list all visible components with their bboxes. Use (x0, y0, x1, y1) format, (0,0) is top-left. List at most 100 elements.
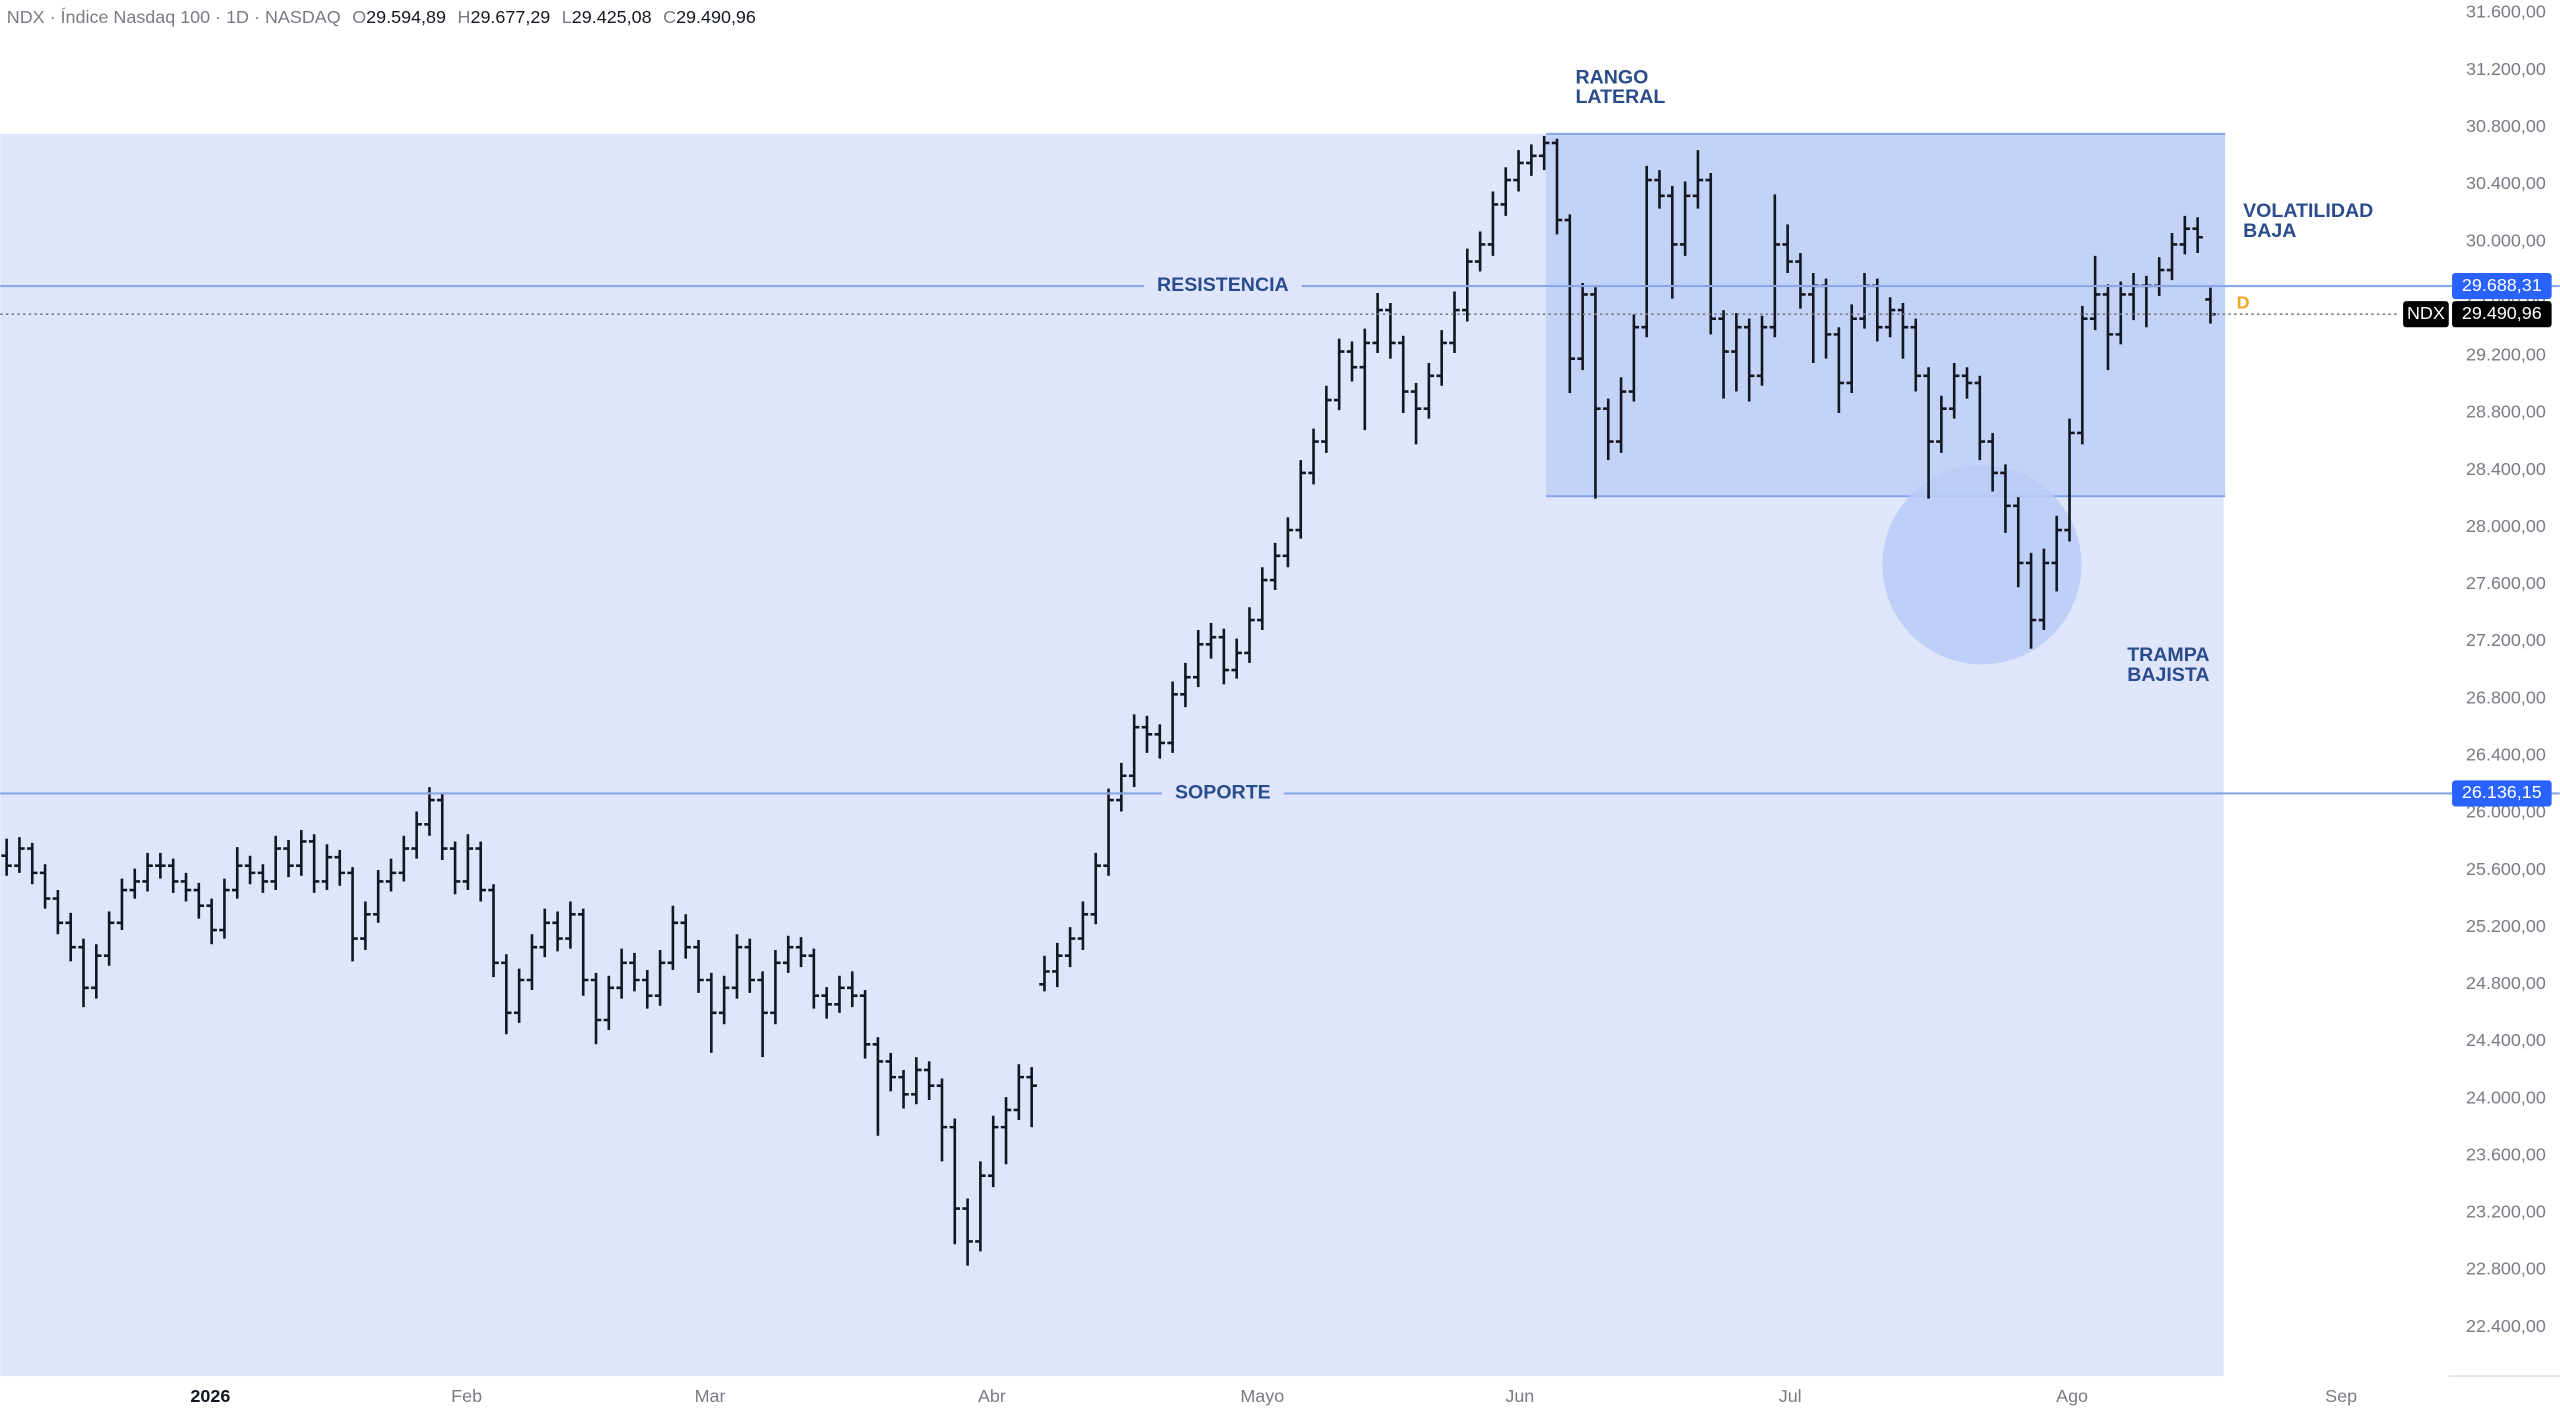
x-tick-label: Sep (2325, 1386, 2357, 1406)
ohlc-bar (2077, 305, 2088, 445)
ohlc-bar (1282, 517, 1294, 568)
ohlc-bar (1218, 628, 1230, 685)
y-tick-label: 28.400,00 (2466, 459, 2546, 479)
ohlc-bar (693, 940, 704, 993)
ohlc-key: O (352, 7, 366, 27)
annotation-line: BAJISTA (2127, 664, 2209, 686)
marker: D (2237, 292, 2250, 312)
last-price-box (2452, 301, 2552, 328)
ohlc-bar (167, 858, 179, 893)
ohlc-bar (1961, 367, 1973, 399)
ohlc-bar (770, 950, 781, 1025)
annotation-line: LATERAL (1575, 86, 1665, 108)
ohlc-bar (667, 905, 679, 971)
ohlc-bar (1500, 167, 1511, 216)
ohlc-bar (1321, 385, 1332, 453)
ohlc-bar (1359, 328, 1371, 431)
ohlc-bar (1667, 185, 1678, 299)
ohlc-bar (283, 840, 294, 878)
ohlc-bar (565, 901, 576, 949)
ohlc-bar (513, 968, 525, 1023)
y-tick-label: 31.600,00 (2466, 2, 2546, 22)
annotation-line: VOLATILIDAD (2243, 200, 2373, 222)
ohlc-bar (847, 971, 858, 1008)
ohlc-bar (1526, 144, 1537, 176)
ohlc-bar (462, 834, 474, 891)
x-tick-label: 2026 (190, 1386, 230, 1406)
ohlc-bar (1718, 310, 1729, 399)
x-tick-label: Feb (451, 1386, 482, 1406)
ohlc-bar (1077, 901, 1089, 951)
ohlc-bar (206, 898, 217, 945)
ohlc-bar (706, 972, 717, 1053)
ohlc-bar (1590, 287, 1601, 499)
ohlc-bar (1564, 214, 1576, 393)
ohlc-bar (232, 847, 243, 899)
y-tick-label: 24.000,00 (2466, 1087, 2546, 1107)
ohlc-bar (1487, 191, 1499, 256)
ohlc-bar (501, 954, 512, 1035)
y-tick-label: 25.200,00 (2466, 916, 2546, 936)
ohlc-bar (872, 1037, 884, 1136)
ohlc-bar (1692, 150, 1704, 209)
ohlc-bar (680, 914, 691, 959)
ohlc-bar (270, 835, 281, 891)
ohlc-bar (590, 972, 602, 1045)
ohlc-bar (116, 878, 128, 931)
ohlc-bar (1205, 622, 1217, 659)
ohlc-bar (52, 890, 64, 935)
ohlc-bar (449, 841, 461, 895)
ohlc-bar (424, 787, 435, 836)
level-name-bg (1161, 782, 1284, 805)
ohlc-value: 29.594,89 (366, 7, 446, 27)
y-tick-label: 30.400,00 (2466, 173, 2546, 193)
ohlc-bar (129, 868, 140, 899)
last-symbol-box (2403, 301, 2449, 328)
ohlc-bar (1577, 282, 1588, 371)
y-tick-label: 27.600,00 (2466, 573, 2546, 593)
ohlc-bar (475, 841, 486, 902)
symbol-line: NDX · Índice Nasdaq 100 · 1D · NASDAQ (7, 7, 341, 27)
ohlc-bar (1769, 194, 1781, 338)
ohlc-bar (1449, 291, 1460, 353)
y-tick-label: 24.800,00 (2466, 973, 2546, 993)
ohlc-bar (1743, 318, 1755, 402)
y-tick-label: 30.800,00 (2466, 116, 2546, 136)
ohlc-bar (155, 852, 166, 879)
ohlc-bar (1052, 942, 1063, 988)
ohlc-bar (1398, 335, 1409, 413)
ohlc-bar (1026, 1067, 1037, 1128)
y-tick-label: 23.600,00 (2466, 1144, 2546, 1164)
ohlc-bar (1513, 150, 1524, 192)
ohlc-bar (1167, 681, 1178, 753)
ohlc-bar (2025, 552, 2037, 649)
ohlc-bar (142, 852, 153, 892)
ohlc-bar (360, 901, 371, 951)
ohlc-bar (1474, 231, 1486, 272)
ohlc-bar (1679, 181, 1691, 256)
ohlc-bar (757, 971, 768, 1058)
ohlc-bar (539, 908, 550, 958)
y-tick-label: 29.200,00 (2466, 345, 2546, 365)
ohlc-bar (526, 934, 538, 990)
ohlc-bar (577, 908, 589, 996)
ohlc-bar (603, 975, 615, 1030)
ohlc-bar (398, 835, 410, 882)
annotation-line: TRAMPA (2127, 644, 2209, 666)
ohlc-bar (1039, 955, 1050, 992)
ohlc-bar (347, 867, 358, 962)
ohlc-bar (39, 864, 51, 909)
ohlc-bar (257, 864, 269, 893)
ohlc-bar (2064, 418, 2075, 542)
ohlc-bar (1231, 638, 1242, 679)
header: NDX · Índice Nasdaq 100 · 1D · NASDAQ O2… (7, 7, 756, 27)
ohlc-bar (1385, 302, 1396, 359)
ohlc-bar (1257, 567, 1268, 631)
ohlc-bar (2179, 215, 2191, 255)
ohlc-bar (2000, 464, 2011, 533)
ohlc-bar (1615, 377, 1627, 453)
ohlc-bar (629, 952, 640, 992)
ohlc-bar (898, 1069, 909, 1109)
y-tick-label: 31.200,00 (2466, 59, 2546, 79)
